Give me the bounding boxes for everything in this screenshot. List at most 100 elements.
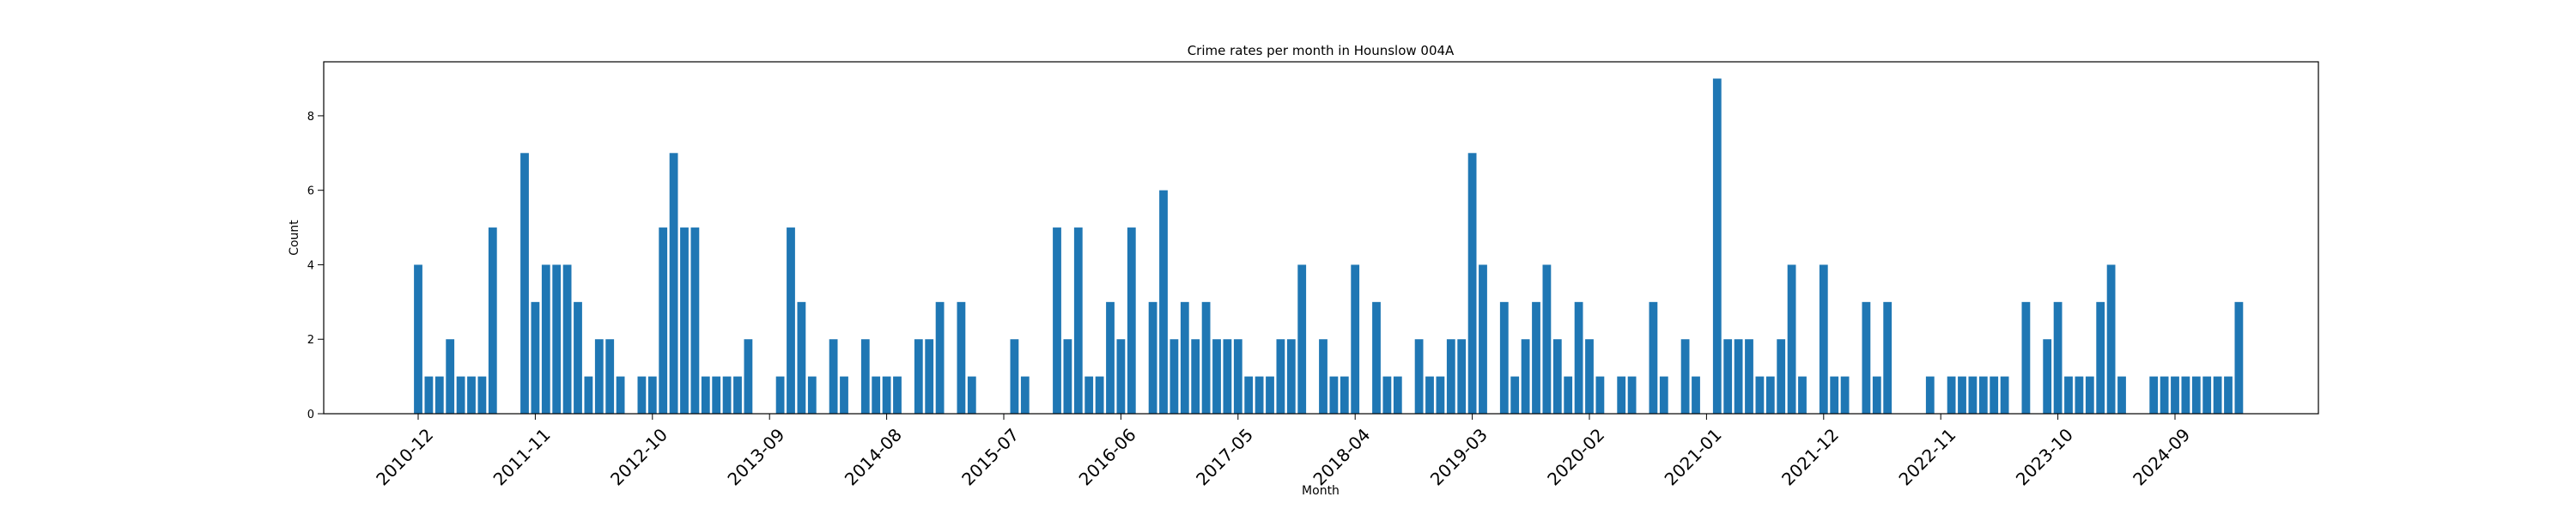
bar bbox=[1106, 301, 1115, 414]
bar bbox=[701, 376, 710, 414]
bar bbox=[807, 376, 817, 414]
y-tick-label: 4 bbox=[307, 259, 314, 272]
bar bbox=[1223, 339, 1232, 414]
bar bbox=[680, 227, 689, 414]
bars-group bbox=[414, 78, 2244, 415]
bar bbox=[1883, 301, 1893, 414]
bar bbox=[712, 376, 721, 414]
bar bbox=[967, 376, 976, 414]
bar bbox=[1351, 264, 1360, 414]
bar bbox=[562, 264, 572, 414]
bar bbox=[1446, 339, 1455, 414]
bar bbox=[584, 376, 593, 414]
bar bbox=[541, 264, 550, 414]
bar bbox=[1436, 376, 1445, 414]
y-axis: 0 2 4 6 8 bbox=[307, 111, 324, 421]
bar bbox=[1170, 339, 1179, 414]
bar bbox=[1201, 301, 1211, 414]
bar bbox=[1532, 301, 1540, 414]
bar bbox=[2106, 264, 2116, 414]
bar bbox=[797, 301, 806, 414]
bar bbox=[477, 376, 487, 414]
bar bbox=[1020, 376, 1030, 414]
bar bbox=[1467, 153, 1477, 414]
bar bbox=[456, 376, 465, 414]
bar bbox=[1499, 301, 1509, 414]
bar bbox=[829, 339, 838, 414]
bar bbox=[1116, 339, 1126, 414]
bar bbox=[1180, 301, 1189, 414]
bar bbox=[1777, 339, 1786, 414]
bar bbox=[840, 376, 848, 414]
bar bbox=[1542, 264, 1552, 414]
bar bbox=[2213, 376, 2222, 414]
bar bbox=[1990, 376, 1999, 414]
bar bbox=[647, 376, 657, 414]
bar bbox=[1872, 376, 1881, 414]
bar bbox=[1617, 376, 1626, 414]
bar bbox=[1266, 376, 1274, 414]
bar bbox=[1329, 376, 1339, 414]
bar bbox=[1958, 376, 1966, 414]
bar bbox=[1297, 264, 1307, 414]
bar bbox=[616, 376, 625, 414]
bar bbox=[2160, 376, 2169, 414]
bar bbox=[1372, 301, 1381, 414]
bar bbox=[893, 376, 902, 414]
bar bbox=[467, 376, 476, 414]
bar bbox=[2224, 376, 2233, 414]
bar bbox=[1925, 376, 1935, 414]
bar bbox=[2202, 376, 2212, 414]
bar bbox=[2181, 376, 2190, 414]
y-tick-label: 0 bbox=[307, 409, 314, 421]
bar bbox=[1574, 301, 1583, 414]
y-tick-label: 8 bbox=[307, 111, 314, 124]
bar bbox=[744, 339, 753, 414]
bar bbox=[1276, 339, 1285, 414]
bar bbox=[1798, 376, 1807, 414]
bar bbox=[1425, 376, 1434, 414]
bar bbox=[531, 301, 540, 414]
bar bbox=[1627, 376, 1637, 414]
bar bbox=[1084, 376, 1094, 414]
bar bbox=[1659, 376, 1668, 414]
bar bbox=[446, 339, 455, 414]
y-axis-label: Count bbox=[288, 220, 301, 256]
bar bbox=[1159, 190, 1168, 414]
bar bbox=[1340, 376, 1349, 414]
bar bbox=[1457, 339, 1467, 414]
bar bbox=[2117, 376, 2126, 414]
bar bbox=[1233, 339, 1242, 414]
bar bbox=[1840, 376, 1850, 414]
bar bbox=[1947, 376, 1956, 414]
bar bbox=[733, 376, 742, 414]
bar bbox=[1564, 376, 1573, 414]
bar bbox=[1510, 376, 1520, 414]
bar bbox=[1585, 339, 1594, 414]
bar bbox=[1319, 339, 1327, 414]
bar bbox=[1382, 376, 1392, 414]
bar bbox=[2064, 376, 2073, 414]
bar bbox=[1692, 376, 1700, 414]
bar bbox=[1286, 339, 1296, 414]
bar bbox=[594, 339, 604, 414]
bar bbox=[882, 376, 891, 414]
bar bbox=[1595, 376, 1605, 414]
bar bbox=[787, 227, 795, 414]
plot-frame bbox=[323, 61, 2319, 415]
bar bbox=[1191, 339, 1200, 414]
bar bbox=[2021, 301, 2031, 414]
bar bbox=[1755, 376, 1765, 414]
bar bbox=[520, 153, 529, 414]
bar bbox=[637, 376, 647, 414]
bar bbox=[605, 339, 615, 414]
bar bbox=[1968, 376, 1978, 414]
bar bbox=[1127, 227, 1136, 414]
chart-title: Crime rates per month in Hounslow 004A bbox=[1188, 43, 1455, 58]
bar bbox=[1712, 78, 1722, 415]
bar bbox=[552, 264, 562, 414]
bar bbox=[1521, 339, 1530, 414]
bar bbox=[669, 153, 678, 414]
